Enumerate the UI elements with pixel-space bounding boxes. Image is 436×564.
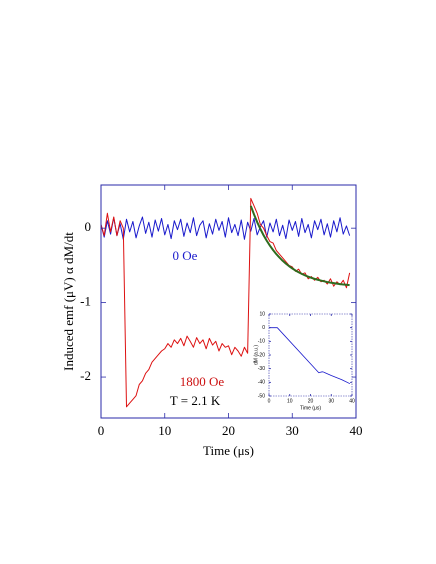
y-tick-label: -10: [258, 339, 265, 345]
x-axis-label: Time (μs): [203, 443, 254, 458]
y-axis-label: Induced emf (μV) α dM/dt: [61, 232, 76, 371]
y-axis-label: dM (a.u.): [253, 345, 259, 365]
y-tick-label: -1: [80, 294, 91, 309]
annotation: 1800 Oe: [180, 374, 225, 389]
series-line: [249, 205, 350, 287]
inset-background: [269, 314, 352, 396]
y-tick-label: 0: [85, 219, 92, 234]
series-line: [269, 327, 351, 385]
x-tick-label: 0: [268, 398, 271, 404]
y-tick-label: -40: [258, 380, 265, 386]
y-tick-label: -20: [258, 352, 265, 358]
x-tick-label: 10: [158, 423, 171, 438]
chart-inset: 0 10 20 30 40 10 0 -10 -20 -30 -40 -50 Time (μs) dM (…: [253, 311, 355, 411]
series-line: [100, 216, 351, 240]
x-axis-label: Time (μs): [300, 405, 321, 411]
annotation: 0 Oe: [173, 248, 198, 263]
x-tick-label: 30: [286, 423, 299, 438]
y-tick-label: 10: [259, 311, 265, 317]
y-tick-label: -50: [258, 393, 265, 399]
series-line: [100, 197, 351, 408]
x-tick-label: 0: [98, 423, 105, 438]
y-tick-label: -30: [258, 366, 265, 372]
x-tick-label: 30: [328, 398, 334, 404]
chart-main: 0 10 20 30 40 0 -1 -2 Time (μs) Induced emf (μV) …: [61, 184, 363, 458]
x-tick-label: 40: [349, 398, 355, 404]
y-tick-label: 0: [262, 325, 265, 331]
x-tick-label: 40: [350, 423, 363, 438]
y-tick-label: -2: [80, 368, 91, 383]
annotation: T = 2.1 K: [170, 393, 221, 408]
x-tick-label: 20: [308, 398, 314, 404]
x-tick-label: 20: [222, 423, 235, 438]
x-tick-label: 10: [287, 398, 293, 404]
